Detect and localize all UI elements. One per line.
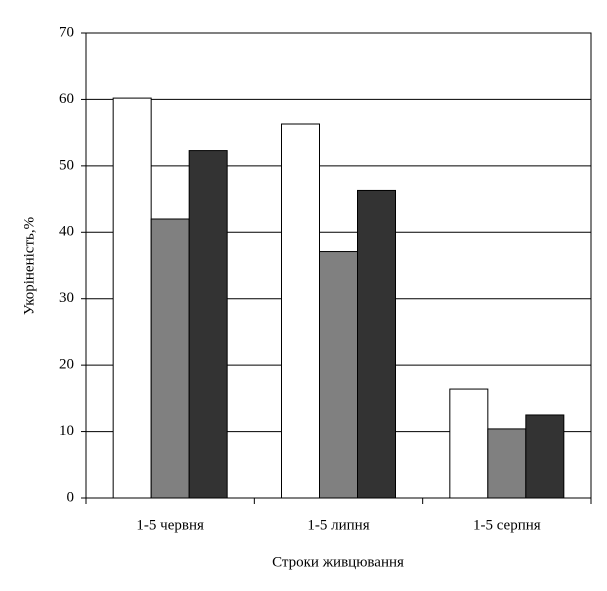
bar bbox=[357, 189, 396, 499]
bar bbox=[525, 414, 565, 499]
x-tick-label: 1-5 липня bbox=[307, 517, 369, 533]
y-tick-label: 40 bbox=[59, 224, 74, 240]
bar bbox=[112, 97, 152, 499]
y-tick-label: 60 bbox=[59, 91, 74, 107]
y-tick-label: 20 bbox=[59, 357, 74, 373]
x-tick-label: 1-5 червня bbox=[136, 517, 204, 533]
bar bbox=[487, 428, 527, 499]
x-axis-title: Строки живцювання bbox=[272, 554, 404, 570]
y-tick-label: 50 bbox=[59, 157, 74, 173]
y-axis-title: Укоріненість,% bbox=[21, 217, 37, 315]
y-tick-label: 10 bbox=[59, 423, 74, 439]
y-tick-label: 70 bbox=[59, 24, 74, 40]
bar bbox=[150, 218, 190, 499]
x-tick-label: 1-5 серпня bbox=[473, 517, 541, 533]
bar bbox=[449, 388, 489, 499]
bar bbox=[188, 150, 228, 499]
bar bbox=[281, 123, 320, 499]
bar bbox=[319, 251, 358, 499]
y-tick-label: 0 bbox=[67, 489, 75, 505]
y-tick-label: 30 bbox=[59, 290, 74, 306]
